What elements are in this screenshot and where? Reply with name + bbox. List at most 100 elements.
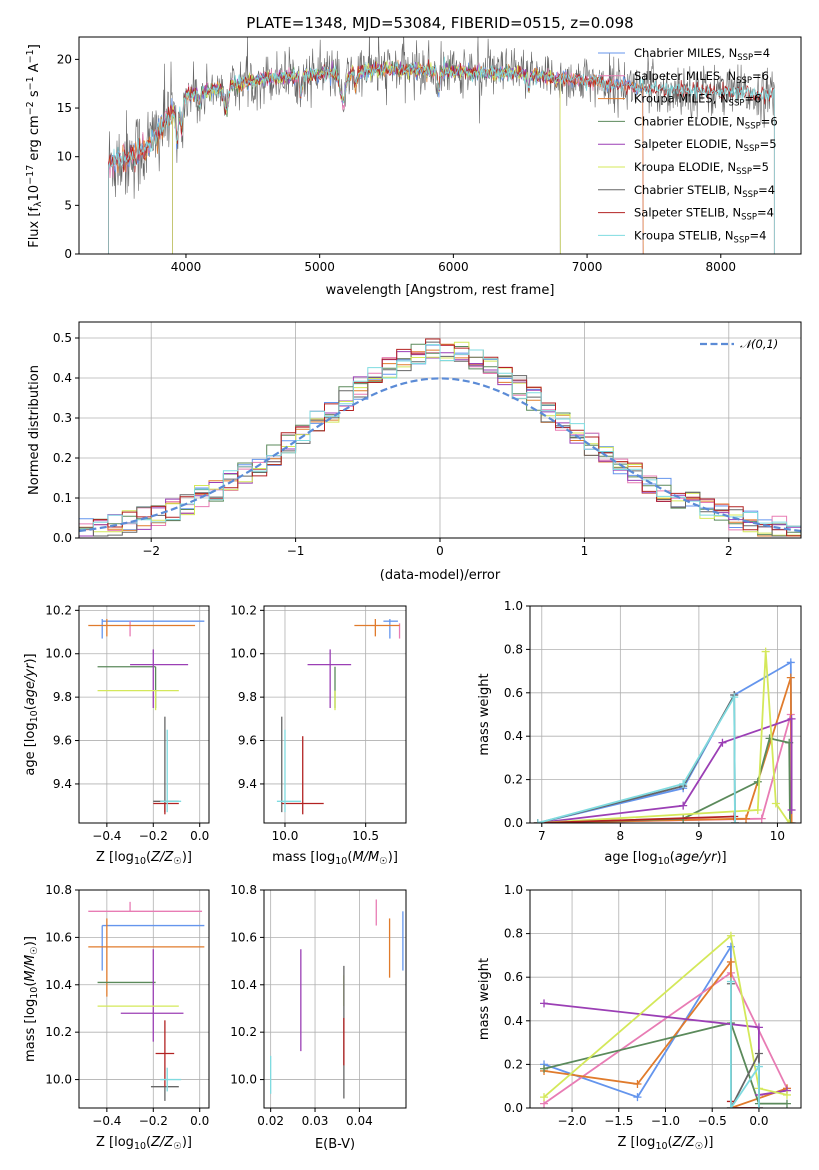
marker [540, 999, 549, 1008]
tick-label-x: 0.03 [302, 1114, 329, 1128]
marker [533, 819, 542, 823]
tick-label-y: 9.6 [53, 734, 72, 748]
grid [79, 889, 209, 1108]
plot-area [79, 338, 801, 537]
tick-label-x: −2.0 [557, 1114, 586, 1128]
tick-label-y: 1.0 [504, 883, 523, 897]
plot-area [533, 647, 796, 823]
legend-entry-normal: 𝒩(0,1) [740, 337, 778, 351]
marker [679, 779, 688, 788]
errorbar-chabrier-miles [101, 924, 205, 971]
weight-series-kroupa-stelib [726, 977, 763, 1108]
marker [633, 1080, 642, 1089]
marker [754, 1104, 763, 1108]
tick-label-y: 0.0 [504, 1101, 523, 1115]
mass-ebv-panel: 0.02 0.03 0.04 10.0 10.2 10.4 10.6 10.8 E(B-V) [230, 883, 407, 1152]
plot-area [108, 37, 775, 254]
legend-entry-chabrier-miles: Chabrier MILES, NSSP=4 [634, 46, 770, 63]
tick-label-y: 0 [64, 247, 72, 261]
tick-label-x: 4000 [171, 260, 202, 274]
legend-entry-salpeter-elodie: Salpeter ELODIE, NSSP=5 [634, 137, 777, 154]
errorbar-chabrier-stelib [153, 716, 179, 813]
marker [786, 819, 795, 823]
tick-label-x: 1 [581, 544, 589, 558]
y-axis-label: Flux [fλ10−17 erg cm−2 s−1 A−1] [25, 44, 44, 248]
errorbar-salpeter-stelib [155, 1020, 175, 1087]
y-axis-label: mass [log10(M/M☉)] [23, 936, 40, 1062]
tick-label-y: 0.2 [504, 773, 523, 787]
spectrum-line-kroupa-stelib [108, 56, 775, 254]
tick-label-y: 0.4 [53, 371, 72, 385]
x-axis-label: mass [log10(M/M☉)] [272, 850, 398, 867]
weight-series-kroupa-miles [533, 673, 796, 823]
tick-label-y: 0.0 [53, 531, 72, 545]
tick-label-y: 0.1 [53, 491, 72, 505]
errorbar-salpeter-stelib [281, 736, 324, 815]
tick-label-y: 10.2 [45, 603, 72, 617]
marker [787, 714, 796, 723]
tick-label-y: 0.4 [504, 729, 523, 743]
tick-label-y: 10 [57, 150, 72, 164]
tick-label-y: 10.0 [230, 1073, 257, 1087]
tick-label-y: 10.0 [45, 1073, 72, 1087]
marker [786, 658, 795, 667]
x-axis-label: wavelength [Angstrom, rest frame] [326, 283, 555, 298]
marker [782, 1099, 791, 1108]
legend-entry-salpeter-stelib: Salpeter STELIB, NSSP=4 [634, 206, 774, 223]
legend-entry-chabrier-stelib: Chabrier STELIB, NSSP=4 [634, 183, 775, 200]
tick-label-x: 6000 [438, 260, 469, 274]
grid [264, 889, 406, 1108]
errorbar-kroupa-miles [88, 619, 196, 637]
y-axis-label: Normed distribution [27, 365, 42, 495]
tick-label-y: 9.8 [53, 690, 72, 704]
residuals-panel: −2 −1 0 1 2 0.0 0.1 0.2 0.3 0.4 0.5 (data-model)/er… [27, 321, 802, 583]
tick-label-y: 0.2 [53, 451, 72, 465]
marker [754, 1062, 763, 1071]
tick-label-x: 10.5 [352, 829, 379, 843]
tick-label-x: 7000 [572, 260, 603, 274]
marker [753, 777, 762, 786]
tick-label-y: 10.6 [45, 930, 72, 944]
tick-label-x: 8000 [706, 260, 737, 274]
tick-label-x: 0.0 [190, 1114, 209, 1128]
tick-label-x: 0.04 [346, 1114, 373, 1128]
tick-label-y: 9.8 [238, 690, 257, 704]
marker [753, 805, 762, 814]
errorbar-chabrier-elodie [97, 666, 157, 708]
grid [264, 606, 406, 823]
tick-label-y: 1.0 [504, 599, 523, 613]
plot-area [88, 619, 205, 815]
legend-entry-kroupa-stelib: Kroupa STELIB, NSSP=4 [634, 228, 766, 245]
tick-label-y: 10.2 [230, 1025, 257, 1039]
marker [633, 1093, 642, 1102]
legend-entry-kroupa-elodie: Kroupa ELODIE, NSSP=5 [634, 160, 769, 177]
errorbar-kroupa-miles [354, 619, 400, 637]
spectrum-panel: 4000 5000 6000 7000 8000 0 5 10 15 20 wavelength [… [25, 36, 802, 298]
tick-label-x: −2 [142, 544, 160, 558]
marker [726, 1104, 735, 1108]
tick-label-x: 5000 [304, 260, 335, 274]
age-mass-panel: 10.0 10.5 9.4 9.6 9.8 10.0 10.2 mass [log10(M/M… [230, 603, 407, 867]
errorbar-kroupa-elodie [97, 689, 179, 711]
age-metallicity-panel: −0.4 −0.2 0.0 9.4 9.6 9.8 10.0 10.2 Z [log10(Z/Z… [23, 603, 210, 867]
axes-frame [78, 321, 802, 539]
tick-label-y: 10.2 [45, 1025, 72, 1039]
tick-label-y: 15 [57, 101, 72, 115]
marker [726, 931, 735, 940]
axes-frame [78, 36, 802, 255]
legend-entry-chabrier-elodie: Chabrier ELODIE, NSSP=6 [634, 114, 778, 131]
marker [742, 814, 751, 823]
marker [754, 1049, 763, 1058]
tick-label-x: 0 [436, 544, 444, 558]
x-axis-label: (data-model)/error [380, 568, 501, 583]
marker [757, 814, 766, 823]
figure-title: PLATE=1348, MJD=53084, FIBERID=0515, z=0… [246, 14, 633, 32]
axes-frame [78, 605, 210, 824]
tick-label-x: 0.0 [749, 1114, 768, 1128]
marker [785, 819, 794, 823]
marker [786, 673, 795, 682]
axes-frame [263, 889, 407, 1109]
errorbar-chabrier-stelib [150, 1086, 179, 1101]
marker [782, 1090, 791, 1099]
